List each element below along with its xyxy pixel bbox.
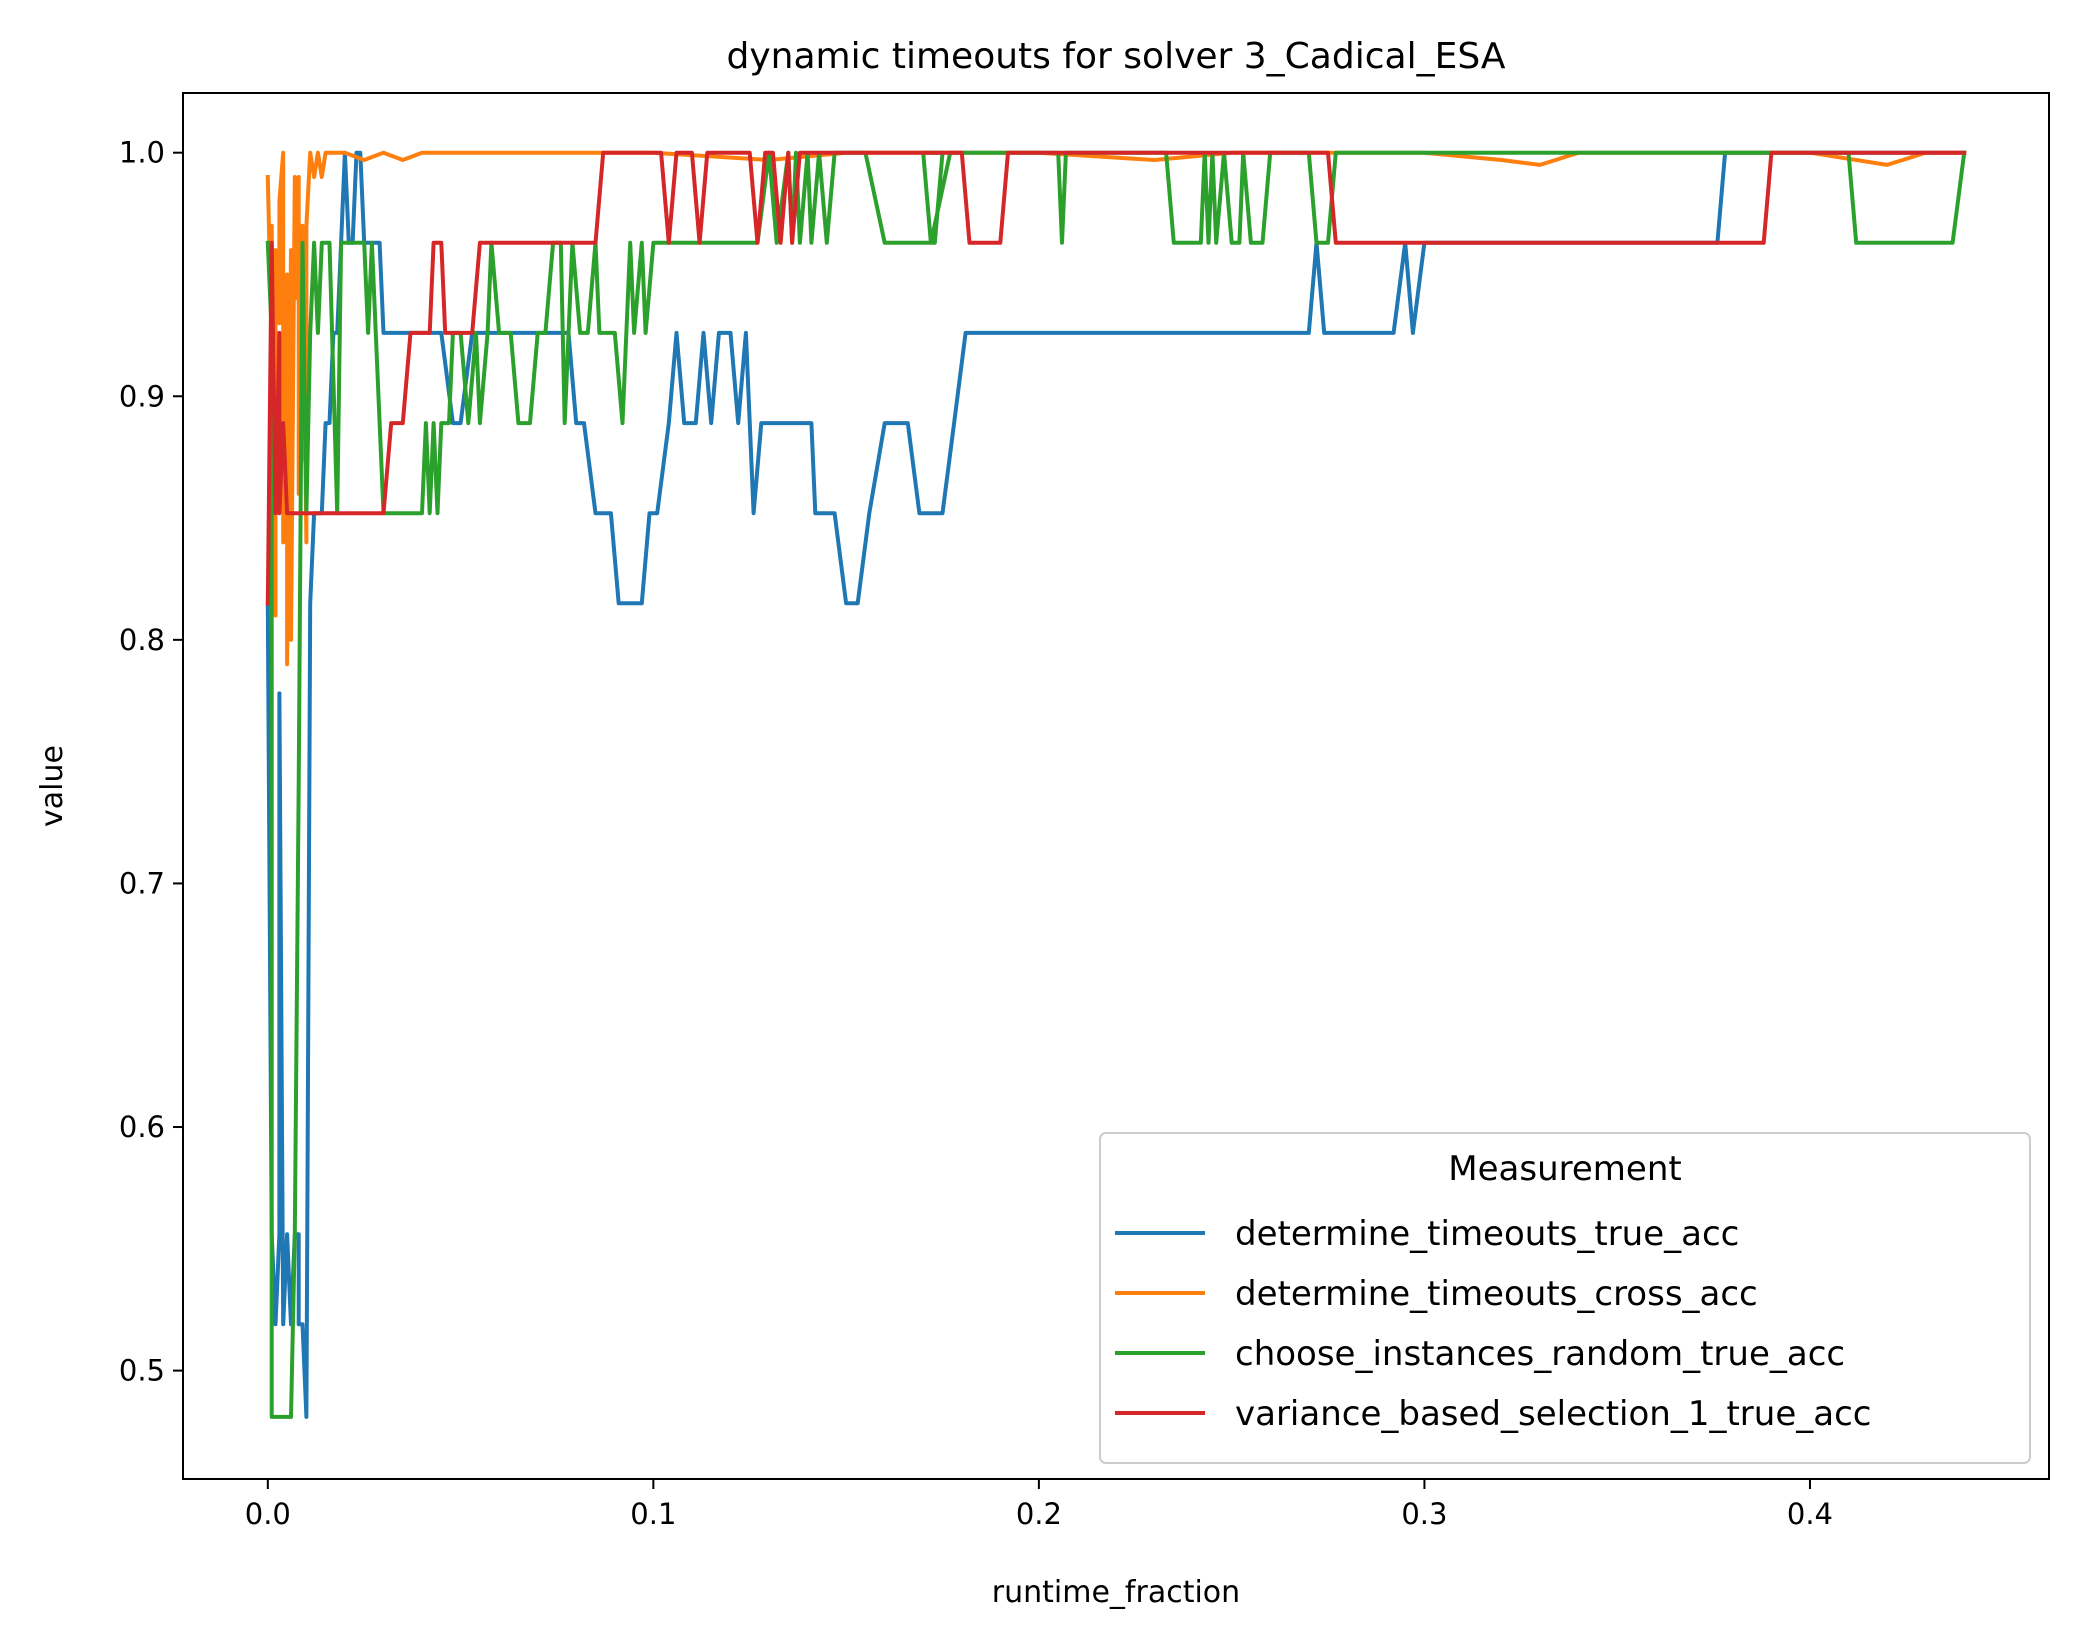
legend-title: Measurement <box>1448 1149 1681 1189</box>
legend-label-2: determine_timeouts_cross_acc <box>1235 1274 1758 1314</box>
legend-entries: determine_timeouts_true_acc determine_tim… <box>1115 1214 1871 1434</box>
legend-label-1: determine_timeouts_true_acc <box>1235 1214 1739 1254</box>
x-tick-label: 0.0 <box>245 1497 291 1531</box>
y-axis: 0.5 0.6 0.7 0.8 0.9 1.0 <box>119 136 183 1388</box>
legend: Measurement determine_timeouts_true_accd… <box>1099 1132 2031 1464</box>
y-tick-label: 0.6 <box>119 1110 165 1144</box>
plot-frame <box>182 92 2050 1480</box>
legend-label-3: choose_instances_random_true_acc <box>1235 1334 1845 1374</box>
y-tick-label: 0.8 <box>119 623 165 657</box>
y-tick-label: 0.7 <box>119 866 165 900</box>
y-tick-label: 0.5 <box>119 1354 165 1388</box>
chart-title: dynamic timeouts for solver 3_Cadical_ES… <box>727 36 1506 77</box>
series-layer <box>265 150 1967 1419</box>
x-tick-label: 0.2 <box>1016 1497 1062 1531</box>
y-axis-label: value <box>35 745 70 827</box>
x-axis: 0.0 0.1 0.2 0.3 0.4 <box>245 1479 1833 1531</box>
series-line-4 <box>265 150 1967 606</box>
x-tick-label: 0.4 <box>1787 1497 1833 1531</box>
legend-label-4: variance_based_selection_1_true_acc <box>1235 1394 1871 1434</box>
x-axis-label: runtime_fraction <box>992 1575 1240 1610</box>
x-tick-label: 0.3 <box>1401 1497 1447 1531</box>
y-tick-label: 1.0 <box>119 136 165 170</box>
legend-box <box>1099 1132 2031 1464</box>
y-tick-label: 0.9 <box>119 379 165 413</box>
x-tick-label: 0.1 <box>630 1497 676 1531</box>
